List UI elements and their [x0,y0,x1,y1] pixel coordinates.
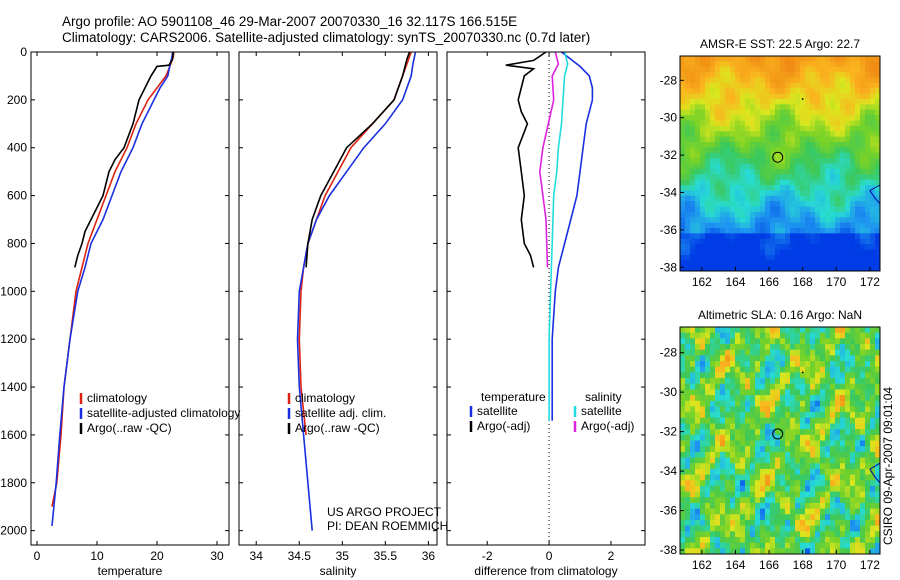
series-line-blue [51,51,174,526]
x-tick-label: 162 [692,275,712,289]
legend-label: satellite adj. clim. [295,406,386,420]
y-tick-label: -32 [660,148,678,162]
series-line-cyan [548,51,569,421]
sla-map-panel: 162 164 166 168 170 172 -28 -30 -32 -34 -36 -38 Alti… [660,308,881,572]
series-line-black [74,51,174,268]
profile-location-marker [772,151,784,163]
series-line-black [305,51,411,268]
x-tick-label: 35 [336,549,350,563]
x-tick-label: 0 [34,549,41,563]
y-tick-label: -36 [660,504,678,518]
x-tick-label: 166 [759,275,779,289]
y-tick-label: -32 [660,425,678,439]
legend-label: climatology [87,391,147,405]
y-tick-label: -34 [660,464,678,478]
y-tick-label: 600 [7,189,27,203]
x-tick-label: 10 [90,549,104,563]
heatmap-cells [680,327,881,555]
map-title: AMSR-E SST: 22.5 Argo: 22.7 [700,37,860,51]
y-tick-label: 1200 [0,332,27,346]
legend-label: climatology [295,391,355,405]
x-tick-label: 34.5 [288,549,312,563]
x-tick-label: 34 [250,549,264,563]
x-axis-label: salinity [320,564,357,578]
series-line-magenta [538,51,560,268]
legend-label: satellite [581,404,622,418]
y-tick-label: 1600 [0,428,27,442]
project-annotation: PI: DEAN ROEMMICH [327,519,448,533]
coastline [869,184,881,205]
x-tick-label: 168 [793,275,813,289]
map-title: Altimetric SLA: 0.16 Argo: NaN [698,308,862,322]
y-tick-label: -34 [660,185,678,199]
x-tick-label: 36 [422,549,436,563]
project-annotation: US ARGO PROJECT [327,505,442,519]
x-tick-label: -2 [482,549,493,563]
y-tick-label: -30 [660,111,678,125]
plot-frame [30,51,230,546]
plot-frame [238,51,438,546]
x-tick-label: 170 [826,275,846,289]
legend-title-salinity: salinity [585,390,622,404]
y-tick-label: -38 [660,260,678,274]
legend-title-temperature: temperature [481,390,546,404]
legend-label: Argo(..raw -QC) [87,421,172,435]
map-frame [679,326,881,555]
island-dot [801,98,804,100]
map-frame [679,55,881,272]
y-tick-label: 200 [7,93,27,107]
y-tick-label: 2000 [0,524,27,538]
series-line-blue [296,51,417,531]
plot-frame [446,51,646,546]
y-tick-label: 1400 [0,380,27,394]
x-tick-label: 0 [546,549,553,563]
legend-label: Argo(-adj) [581,419,634,433]
y-tick-label: 800 [7,236,27,250]
y-tick-label: 1000 [0,284,27,298]
x-tick-label: 168 [793,558,813,572]
x-tick-label: 170 [826,558,846,572]
salinity-panel: 34 34.5 35 35.5 36 salinity climatologysatelli… [238,51,448,578]
y-tick-label: -38 [660,543,678,557]
y-tick-label: 0 [20,45,27,59]
y-tick-label: -36 [660,223,678,237]
x-tick-label: 30 [210,549,224,563]
x-tick-label: 20 [150,549,164,563]
x-tick-label: 35.5 [374,549,398,563]
x-tick-label: 166 [759,558,779,572]
x-tick-label: 172 [860,558,880,572]
x-tick-label: 164 [725,558,745,572]
temperature-panel: 0 10 20 30 0 200 400 600 800 1000 1200 1400 1600 1800… [0,45,240,578]
heatmap-cells [680,56,881,272]
timestamp-side-text: CSIRO 09-Apr-2007 09:01:04 [881,387,895,545]
y-tick-label: -28 [660,73,678,87]
x-axis-label: temperature [98,564,163,578]
legend-label: Argo(-adj) [477,419,530,433]
series-line-red [51,51,175,507]
x-tick-label: 2 [608,549,615,563]
sst-map-panel: 162 164 166 168 170 172 -28 -30 -32 -34 -36 -38 AMSR… [660,37,881,289]
x-tick-label: 172 [860,275,880,289]
y-tick-label: -28 [660,346,678,360]
island-dot [801,371,804,374]
series-line-red [298,51,412,435]
series-line-blue [551,51,594,421]
y-tick-label: 400 [7,141,27,155]
header-line-2: Climatology: CARS2006. Satellite-adjuste… [62,30,591,45]
coastline [869,462,881,484]
legend-label: Argo(..raw -QC) [295,421,380,435]
y-tick-label: -30 [660,385,678,399]
y-tick-label: 1800 [0,476,27,490]
profile-location-marker [772,428,784,440]
legend-label: satellite-adjusted climatology [87,406,240,420]
series-line-black [505,51,547,268]
x-axis-label: difference from climatology [474,564,617,578]
legend-label: satellite [477,404,518,418]
header-line-1: Argo profile: AO 5901108_46 29-Mar-2007 … [62,14,518,29]
x-tick-label: 164 [725,275,745,289]
x-tick-label: 162 [692,558,712,572]
